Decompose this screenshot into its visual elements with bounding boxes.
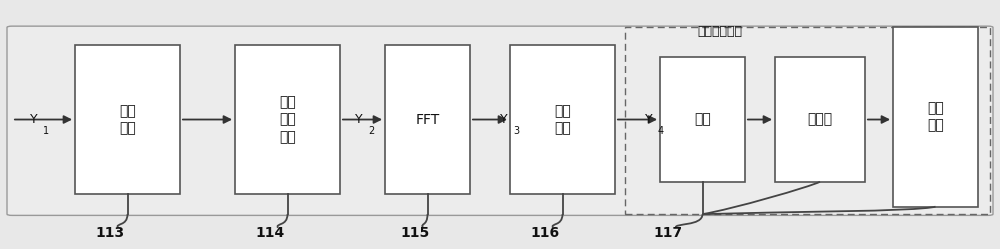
Text: 串并
转换: 串并 转换 bbox=[119, 104, 136, 135]
Bar bbox=[235, 45, 340, 194]
Text: 116: 116 bbox=[530, 226, 560, 240]
Text: FFT: FFT bbox=[415, 113, 440, 126]
Text: 3: 3 bbox=[513, 126, 519, 136]
Text: 并串
转换: 并串 转换 bbox=[927, 101, 944, 133]
Text: 114: 114 bbox=[255, 226, 285, 240]
Text: 反映射: 反映射 bbox=[807, 113, 833, 126]
Bar bbox=[660, 57, 745, 182]
Text: Y: Y bbox=[500, 113, 508, 126]
Bar bbox=[775, 57, 865, 182]
Text: 信道
均衡: 信道 均衡 bbox=[554, 104, 571, 135]
Text: Y: Y bbox=[355, 113, 363, 126]
Text: 4: 4 bbox=[658, 126, 664, 136]
Text: 113: 113 bbox=[95, 226, 125, 240]
Text: 判决: 判决 bbox=[694, 113, 711, 126]
Text: 1: 1 bbox=[43, 126, 49, 136]
Bar bbox=[625, 27, 990, 214]
Text: 数字信号接收: 数字信号接收 bbox=[698, 25, 742, 38]
Text: Y: Y bbox=[30, 113, 38, 126]
Bar bbox=[75, 45, 180, 194]
Bar bbox=[510, 45, 615, 194]
Bar bbox=[385, 45, 470, 194]
FancyBboxPatch shape bbox=[7, 26, 993, 215]
Text: Y: Y bbox=[645, 113, 653, 126]
Bar bbox=[893, 27, 978, 207]
Text: 117: 117 bbox=[653, 226, 683, 240]
Text: 115: 115 bbox=[400, 226, 430, 240]
Text: 移除
循环
前缀: 移除 循环 前缀 bbox=[279, 95, 296, 144]
Text: 2: 2 bbox=[368, 126, 374, 136]
